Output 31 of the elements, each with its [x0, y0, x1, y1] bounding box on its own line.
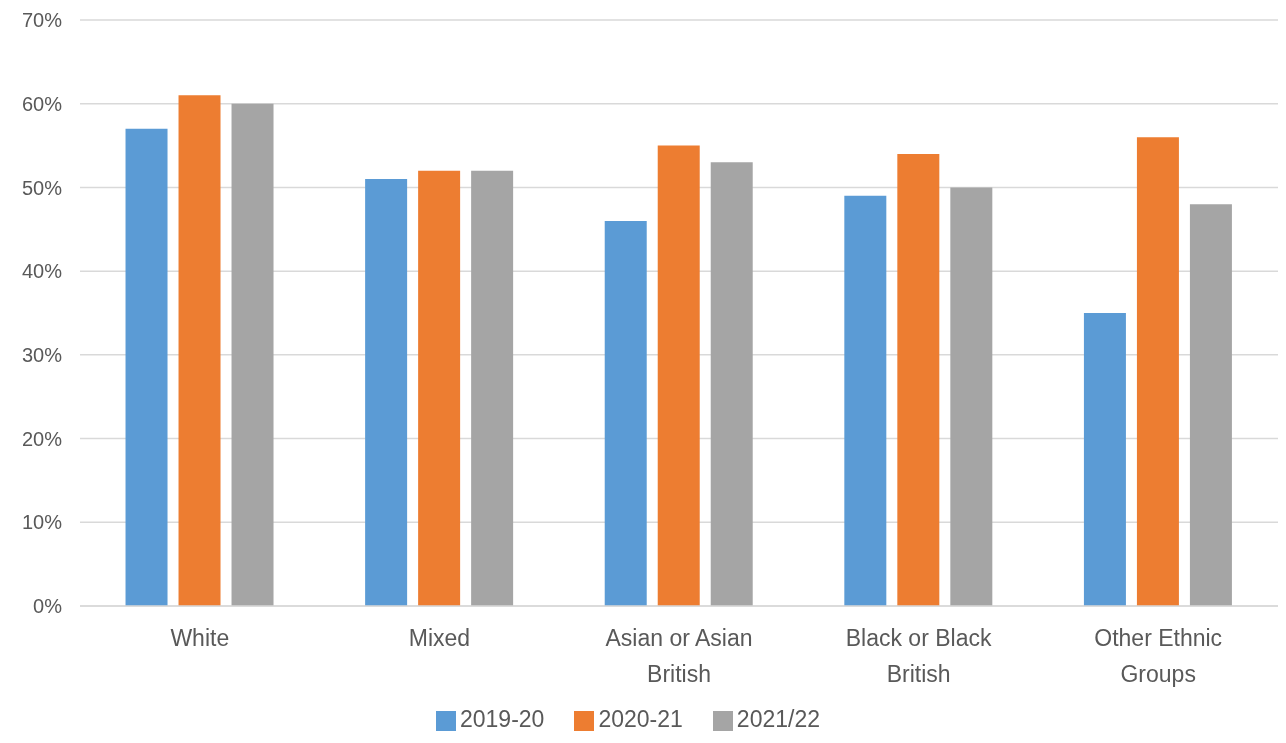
y-tick-label: 0%	[33, 595, 63, 618]
y-tick-label: 50%	[21, 176, 63, 199]
bar	[125, 128, 168, 606]
y-tick-label: 10%	[21, 511, 63, 534]
bar	[1136, 137, 1179, 606]
bar	[657, 145, 700, 606]
bar	[1083, 313, 1126, 606]
bar	[365, 179, 408, 606]
y-tick-label: 20%	[21, 427, 63, 450]
x-tick-label: Black or Black British	[845, 625, 992, 687]
legend-label: 2019-20	[460, 706, 545, 732]
x-tick-label: Other Ethnic Groups	[1094, 625, 1223, 687]
x-tick-label: White	[170, 625, 230, 651]
y-tick-label: 30%	[21, 343, 63, 366]
bar	[844, 195, 887, 606]
bar	[604, 220, 647, 606]
bar	[178, 95, 221, 606]
bar	[950, 187, 993, 606]
bar	[1189, 204, 1232, 606]
y-tick-label: 70%	[21, 9, 63, 32]
bar	[897, 153, 940, 606]
bar	[710, 162, 753, 606]
bar	[418, 170, 461, 606]
y-tick-label: 40%	[21, 260, 63, 283]
legend-label: 2020-21	[598, 706, 683, 732]
bar	[231, 103, 274, 606]
x-tick-label: Asian or Asian British	[605, 625, 753, 687]
bar	[471, 170, 514, 606]
x-tick-label: Mixed	[408, 625, 471, 651]
legend-label: 2021/22	[736, 706, 820, 732]
y-tick-label: 60%	[21, 92, 63, 115]
